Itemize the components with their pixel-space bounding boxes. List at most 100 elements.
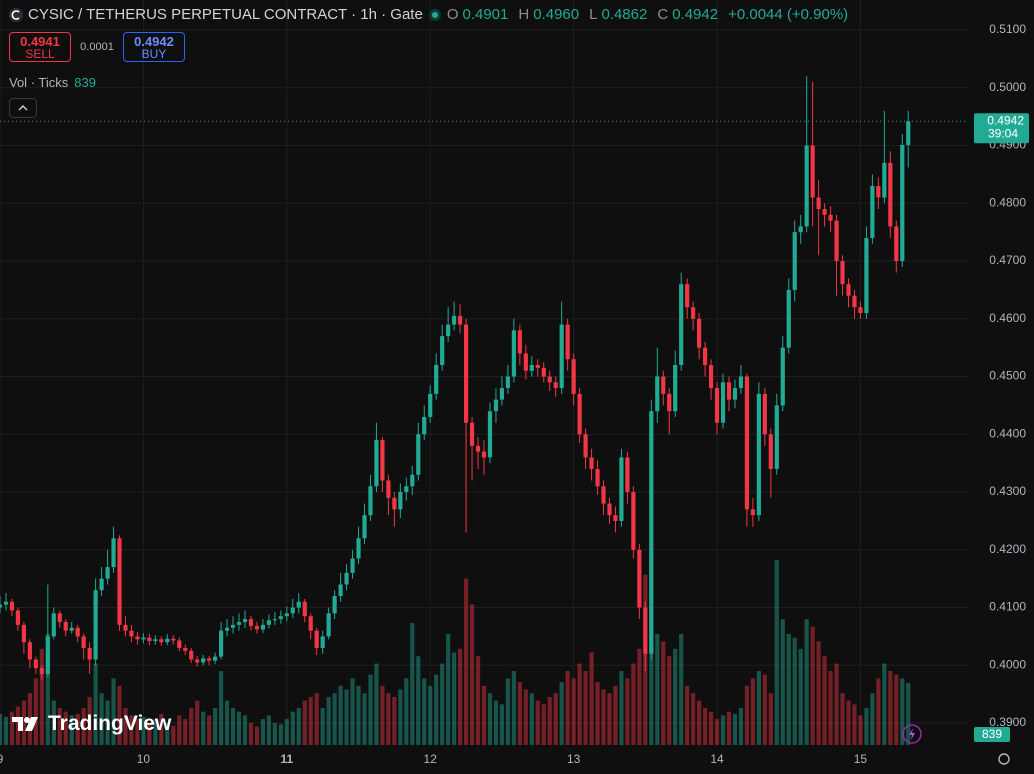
candle-body xyxy=(852,295,857,308)
candle-body xyxy=(15,610,21,625)
candle-body xyxy=(380,440,385,481)
chevron-icon xyxy=(18,105,28,111)
candle-body xyxy=(732,388,738,400)
x-tick-label: 11 xyxy=(280,752,293,766)
candle-body xyxy=(631,492,636,550)
candle-body xyxy=(356,538,361,559)
candle-body xyxy=(756,393,761,516)
volume-bar xyxy=(183,719,188,745)
candle-body xyxy=(798,226,803,233)
last-price-label: 0.4942 xyxy=(987,113,1024,127)
volume-bar xyxy=(434,674,439,745)
volume-bar xyxy=(631,663,636,745)
volume-bar xyxy=(266,715,271,745)
candle-body xyxy=(254,626,260,630)
last-price-tag xyxy=(974,113,1029,144)
candle-body xyxy=(511,330,516,377)
volume-bar xyxy=(565,671,570,745)
open-value: 0.4901 xyxy=(462,6,509,23)
volume-bar xyxy=(3,716,9,745)
volume-bar xyxy=(284,719,289,745)
candle-body xyxy=(63,621,68,631)
collapse-button[interactable] xyxy=(9,98,37,118)
candle-body xyxy=(679,284,684,365)
volume-bar xyxy=(9,711,15,745)
candle-body xyxy=(236,621,242,625)
volume-bar xyxy=(589,652,594,745)
candle-body xyxy=(230,624,236,628)
volume-bar xyxy=(804,619,809,745)
y-tick-label: 0.4500 xyxy=(989,369,1026,383)
candle-body xyxy=(153,639,158,642)
volume-bar xyxy=(201,711,206,745)
volume-bar xyxy=(452,652,457,745)
volume-bar xyxy=(691,693,696,745)
candle-body xyxy=(738,376,744,389)
y-tick-label: 0.3900 xyxy=(989,715,1026,729)
candle-body xyxy=(207,658,212,661)
volume-bar xyxy=(858,715,863,745)
volume-bar xyxy=(57,708,62,745)
volume-bar xyxy=(499,704,505,745)
candle-body xyxy=(780,347,785,406)
volume-bar xyxy=(362,693,367,745)
candle-body xyxy=(272,619,277,621)
volume-bar xyxy=(535,700,540,745)
volume-bar xyxy=(356,685,361,745)
candle-body xyxy=(475,445,481,452)
volume-bar xyxy=(272,722,277,745)
buy-button[interactable]: 0.4942 BUY xyxy=(123,32,185,62)
candle-body xyxy=(266,620,271,625)
candle-body xyxy=(613,515,618,521)
volume-bar xyxy=(840,693,845,745)
volume-bar xyxy=(39,648,44,745)
volume-bar xyxy=(153,719,158,745)
candle-body xyxy=(314,630,319,648)
candle-body xyxy=(595,468,600,487)
volume-bar xyxy=(673,648,678,745)
volume-tag-label: 839 xyxy=(982,727,1002,741)
x-tick-label: 15 xyxy=(854,752,868,766)
candle-body xyxy=(350,558,355,573)
volume-bar xyxy=(744,685,750,745)
volume-bar xyxy=(523,689,528,745)
volume-bar xyxy=(475,656,481,745)
volume-bar xyxy=(141,716,146,745)
brand-logo xyxy=(12,717,38,731)
candle-body xyxy=(517,330,522,354)
candle-body xyxy=(673,364,678,412)
volume-bar xyxy=(99,693,104,745)
y-tick-label: 0.4600 xyxy=(989,311,1026,325)
alert-icon[interactable] xyxy=(902,724,922,744)
volume-bar xyxy=(45,634,50,745)
volume-tag xyxy=(974,727,1010,742)
candle-body xyxy=(529,364,534,371)
candle-body xyxy=(541,367,546,377)
volume-bar xyxy=(398,689,403,745)
candle-body xyxy=(362,515,367,539)
candle-body xyxy=(33,659,38,669)
sell-button[interactable]: 0.4941 SELL xyxy=(9,32,71,62)
low-value: 0.4862 xyxy=(601,6,648,23)
volume-bar xyxy=(218,671,224,745)
volume-bar xyxy=(756,671,761,745)
volume-bar xyxy=(834,663,839,745)
candle-body xyxy=(565,324,570,360)
symbol-icon xyxy=(9,7,23,22)
alert-bolt xyxy=(909,728,915,740)
volume-bar xyxy=(613,685,618,745)
candle-body xyxy=(535,364,540,368)
close-value: 0.4942 xyxy=(672,6,719,23)
volume-bar xyxy=(708,711,714,745)
volume-bar xyxy=(619,671,624,745)
volume-bar xyxy=(368,674,373,745)
candle-body xyxy=(637,549,642,608)
candle-body xyxy=(87,647,92,660)
sell-price: 0.4941 xyxy=(20,34,60,49)
candle-body xyxy=(105,567,110,579)
volume-bar xyxy=(410,622,415,745)
volume-bar xyxy=(189,708,194,745)
candle-body xyxy=(410,474,415,487)
candle-body xyxy=(45,636,50,674)
volume-bar xyxy=(332,693,337,745)
